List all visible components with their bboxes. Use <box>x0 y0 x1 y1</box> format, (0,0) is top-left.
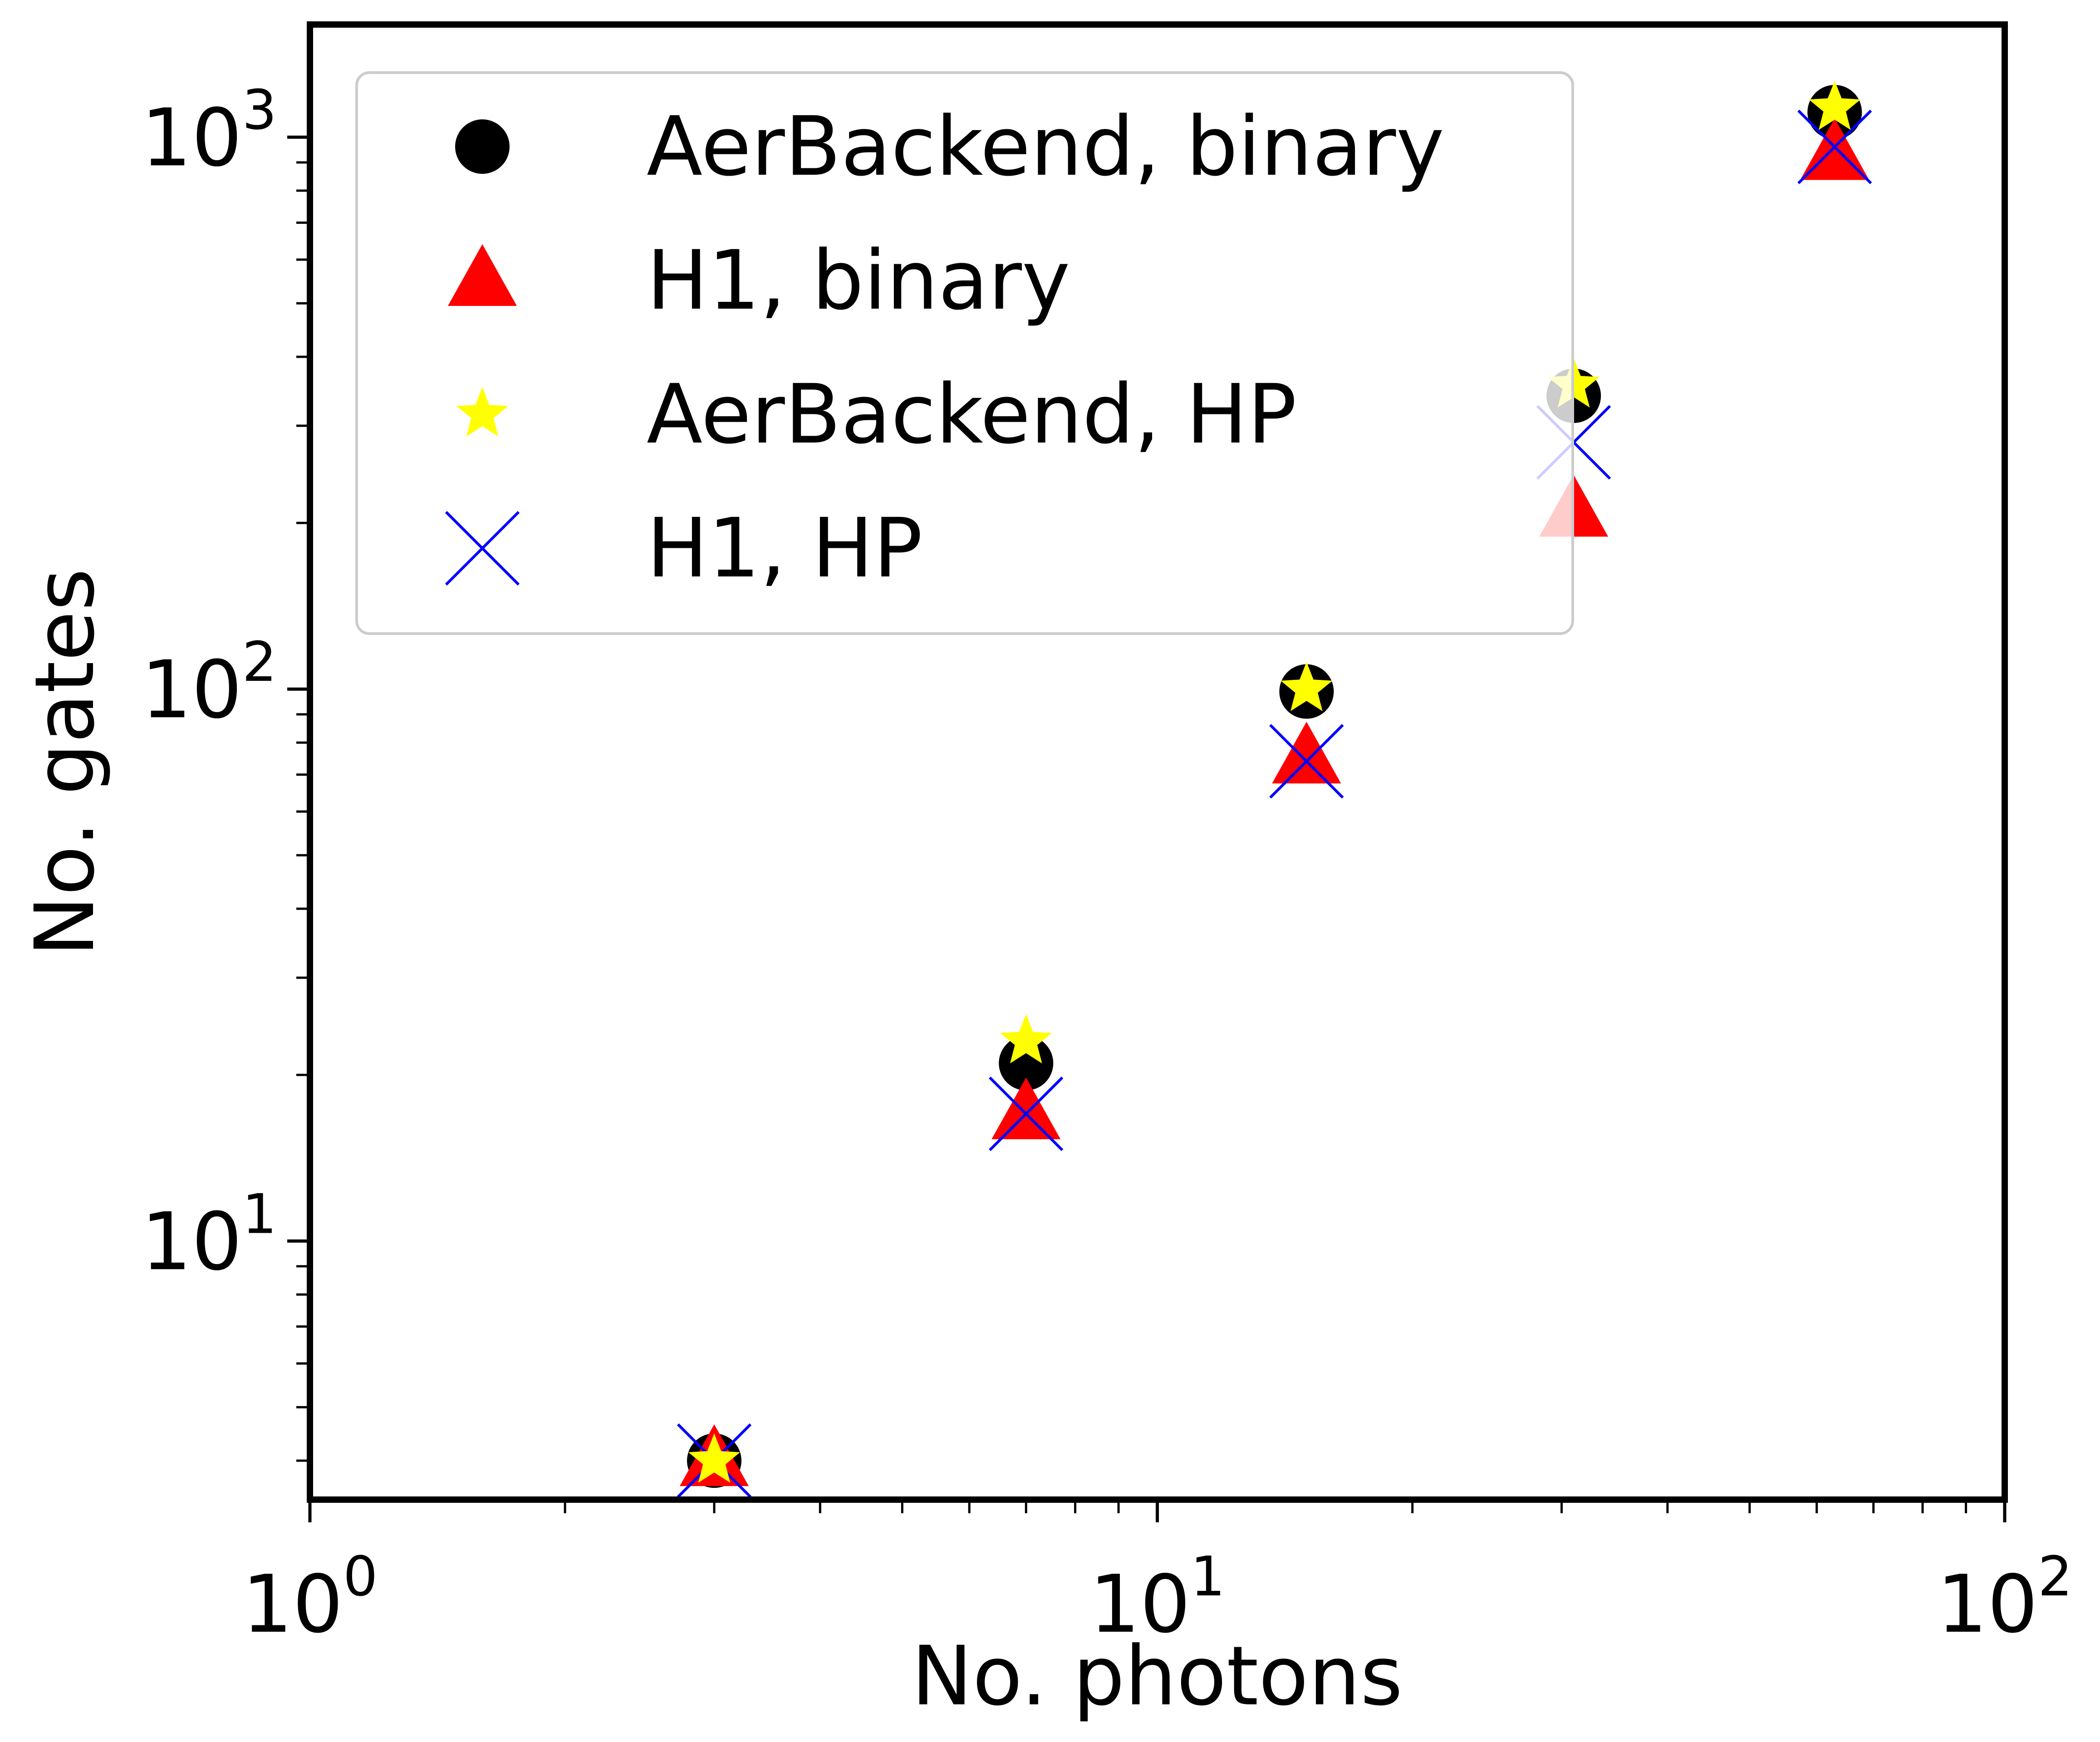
legend-marker-star <box>456 387 509 437</box>
legend-label: AerBackend, HP <box>647 367 1297 462</box>
legend-marker-x <box>445 511 520 586</box>
legend-box <box>355 71 1574 635</box>
legend-label: AerBackend, binary <box>647 99 1444 194</box>
data-point-star <box>1281 662 1333 711</box>
y-tick-label: 103 <box>141 79 277 184</box>
data-point-star <box>688 1433 741 1483</box>
x-tick-label: 102 <box>1937 1545 2072 1651</box>
x-tick-label: 101 <box>1089 1545 1225 1651</box>
data-points <box>677 80 1872 1498</box>
tick-labels: 100 101 102 101 102 103 <box>141 79 2073 1651</box>
legend: AerBackend, binary H1, binary AerBackend, … <box>355 71 1574 635</box>
y-tick-label: 102 <box>141 631 277 736</box>
x-tick-label: 100 <box>242 1545 378 1651</box>
data-point-circle <box>999 1036 1054 1091</box>
data-point-star <box>1809 80 1861 130</box>
data-point-triangle <box>1272 722 1341 784</box>
data-point-star <box>1000 1014 1052 1063</box>
legend-label: H1, binary <box>647 233 1070 328</box>
legend-marker-triangle <box>448 244 517 306</box>
x-axis-label: No. photons <box>911 1629 1403 1724</box>
plot-frame <box>307 21 2008 1503</box>
data-point-x <box>989 1076 1064 1151</box>
data-point-x <box>1269 724 1344 799</box>
legend-marker-circle <box>455 119 510 174</box>
data-point-x <box>1797 109 1872 184</box>
y-axis-label: No. gates <box>18 568 113 957</box>
legend-label: H1, HP <box>647 501 922 596</box>
data-point-triangle <box>991 1078 1061 1140</box>
y-tick-label: 101 <box>141 1183 277 1288</box>
